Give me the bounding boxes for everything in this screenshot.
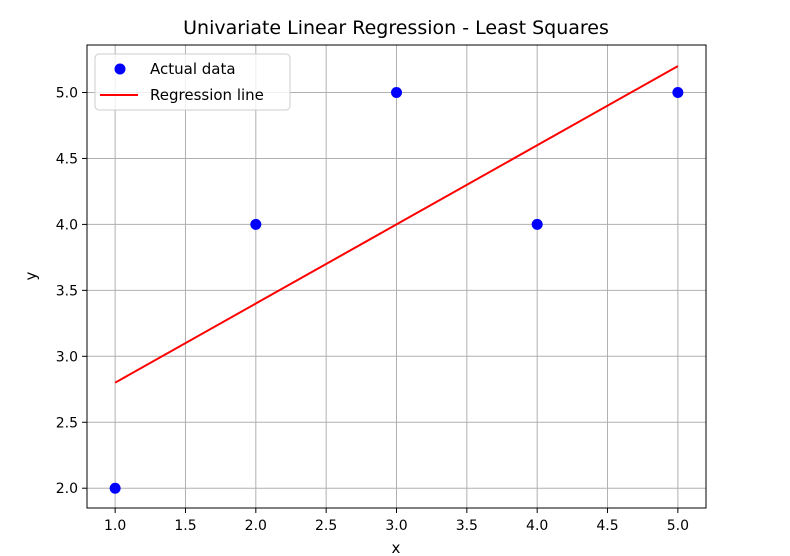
x-axis: 1.0 1.5 2.0 2.5 3.0 3.5 4.0 4.5 5.0 xyxy=(104,508,689,534)
x-tick-label: 2.0 xyxy=(245,518,267,534)
x-tick-label: 1.0 xyxy=(104,518,126,534)
y-tick-label: 2.5 xyxy=(56,415,78,431)
x-tick-label: 4.0 xyxy=(526,518,548,534)
y-axis: 2.0 2.5 3.0 3.5 4.0 4.5 5.0 xyxy=(56,85,87,497)
x-tick-label: 3.0 xyxy=(385,518,407,534)
data-point xyxy=(250,218,262,230)
legend-scatter-marker xyxy=(114,63,126,75)
x-axis-label: x xyxy=(392,539,401,556)
data-point xyxy=(109,482,121,494)
x-tick-label: 3.5 xyxy=(456,518,478,534)
y-axis-label: y xyxy=(22,271,40,280)
y-tick-label: 4.5 xyxy=(56,151,78,167)
legend-label-actual-data: Actual data xyxy=(150,60,236,78)
regression-line xyxy=(114,65,679,384)
data-point xyxy=(531,218,543,230)
legend-box xyxy=(94,53,291,111)
legend: Actual data Regression line xyxy=(94,53,291,111)
data-points xyxy=(109,86,684,494)
y-tick-label: 3.0 xyxy=(56,349,78,365)
y-tick-label: 2.0 xyxy=(56,481,78,497)
y-tick-label: 4.0 xyxy=(56,217,78,233)
legend-label-regression-line: Regression line xyxy=(150,86,264,104)
chart-title: Univariate Linear Regression - Least Squ… xyxy=(183,17,609,39)
x-tick-label: 2.5 xyxy=(315,518,337,534)
y-tick-label: 5.0 xyxy=(56,85,78,101)
y-tick-label: 3.5 xyxy=(56,283,78,299)
x-tick-label: 5.0 xyxy=(667,518,689,534)
data-point xyxy=(672,86,684,98)
regression-line-layer xyxy=(114,65,679,384)
x-tick-label: 1.5 xyxy=(174,518,196,534)
x-tick-label: 4.5 xyxy=(596,518,618,534)
data-point xyxy=(391,86,402,98)
